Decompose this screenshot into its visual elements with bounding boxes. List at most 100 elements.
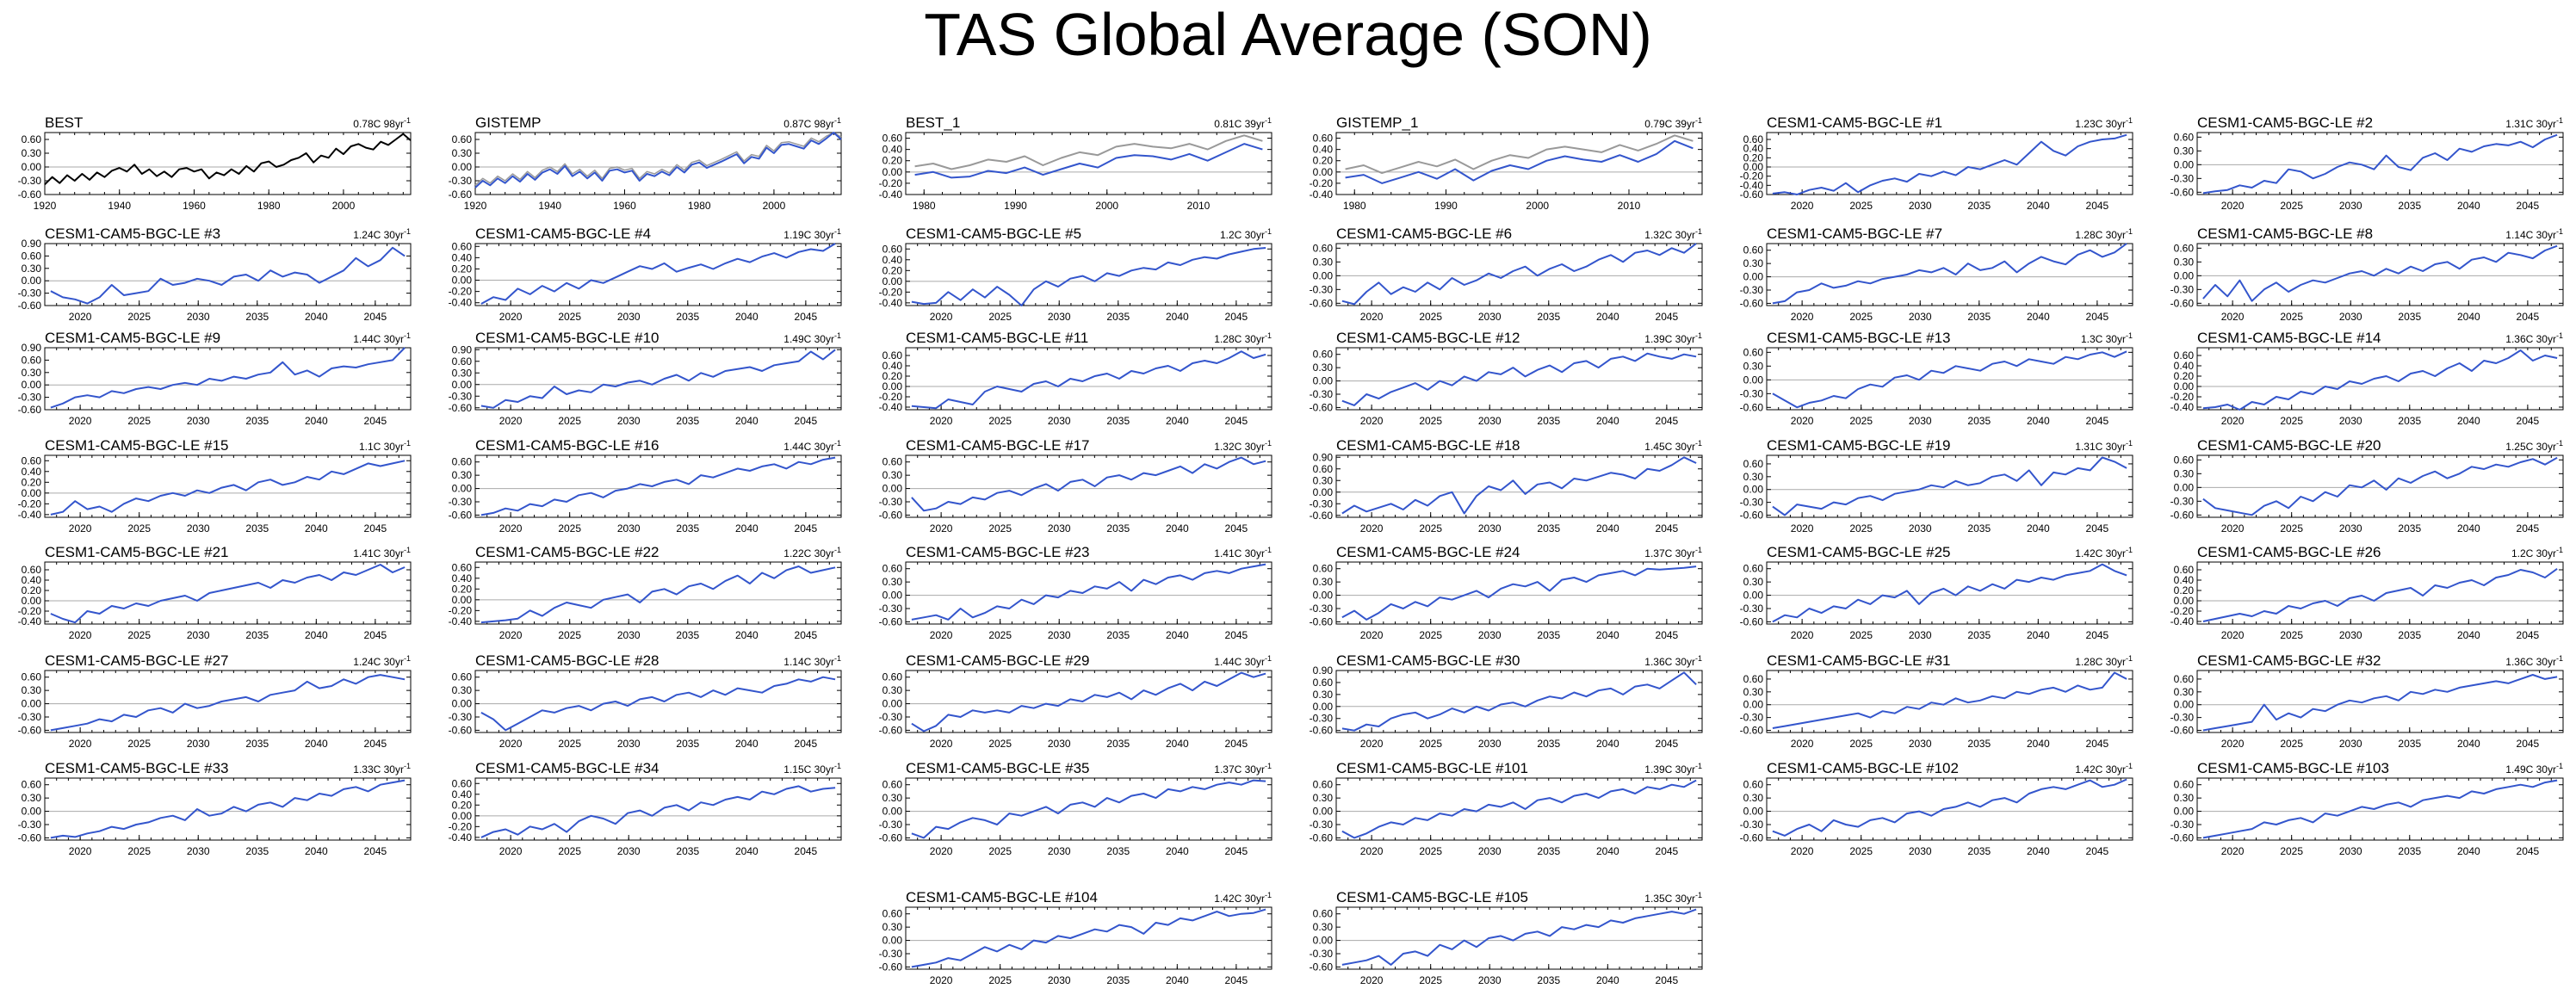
- panel-31: CESM1-CAM5-BGC-LE #27 1.24C 30yr-1 0.600.3…: [18, 652, 412, 750]
- y-tick-label: -0.60: [18, 404, 42, 416]
- panel-27: CESM1-CAM5-BGC-LE #23 1.41C 30yr-1 0.600.3…: [879, 544, 1273, 641]
- series-line: [911, 350, 1266, 410]
- y-tick-label: -0.30: [2170, 172, 2195, 184]
- y-tick-label: 0.60: [1743, 346, 1764, 358]
- x-tick-label: 2020: [1360, 974, 1384, 986]
- series-line: [1772, 243, 2127, 305]
- trend-label: 1.37C 30yr-1: [1644, 546, 1702, 559]
- x-tick-label: 2030: [1048, 845, 1071, 857]
- panel-33: CESM1-CAM5-BGC-LE #29 1.44C 30yr-1 0.600.3…: [879, 652, 1273, 750]
- x-tick-label: 1980: [257, 200, 281, 212]
- x-tick-label: 2035: [2398, 200, 2421, 212]
- panel-title: CESM1-CAM5-BGC-LE #12: [1336, 330, 1520, 346]
- panel-title: CESM1-CAM5-BGC-LE #1: [1767, 114, 1942, 131]
- y-tick-label: -0.20: [879, 391, 903, 403]
- panel-title: CESM1-CAM5-BGC-LE #28: [475, 652, 659, 669]
- x-tick-label: 2025: [1849, 629, 1873, 641]
- y-tick-label: -0.30: [449, 496, 473, 508]
- trend-label: 1.42C 30yr-1: [1214, 891, 1272, 905]
- panel-title: CESM1-CAM5-BGC-LE #29: [906, 652, 1090, 669]
- y-tick-label: 0.00: [1313, 375, 1334, 387]
- x-tick-label: 2025: [1849, 738, 1873, 750]
- y-tick-label: -0.20: [18, 498, 42, 510]
- x-tick-label: 2030: [187, 629, 210, 641]
- x-tick-label: 2030: [1048, 629, 1071, 641]
- panel-title: CESM1-CAM5-BGC-LE #35: [906, 760, 1090, 776]
- panel-3: BEST_1 0.81C 39yr-1 0.600.400.200.00-0.20-…: [879, 114, 1273, 212]
- trend-label: 1.2C 30yr-1: [2511, 546, 2563, 559]
- x-tick-label: 2025: [1419, 415, 1442, 427]
- x-tick-label: 2030: [2339, 522, 2362, 535]
- y-tick-label: 0.00: [1313, 486, 1334, 498]
- reference-series-line: [474, 132, 842, 186]
- y-tick-label: 0.90: [1313, 664, 1334, 677]
- x-tick-label: 2035: [2398, 738, 2421, 750]
- panel-14: CESM1-CAM5-BGC-LE #10 1.49C 30yr-1 0.900.6…: [449, 330, 842, 427]
- y-tick-label: -0.60: [449, 724, 473, 736]
- y-tick-label: 0.60: [452, 561, 473, 573]
- x-tick-label: 2035: [1967, 200, 1991, 212]
- x-tick-label: 2030: [1478, 974, 1502, 986]
- y-tick-label: 0.60: [22, 454, 42, 467]
- x-tick-label: 2040: [1596, 845, 1619, 857]
- trend-label: 1.44C 30yr-1: [1214, 654, 1272, 668]
- trend-label: 1.44C 30yr-1: [353, 331, 411, 345]
- x-tick-label: 2040: [2027, 738, 2050, 750]
- plot-frame: [474, 243, 842, 306]
- trend-label: 1.41C 30yr-1: [353, 546, 411, 559]
- y-tick-label: -0.30: [1310, 498, 1334, 510]
- y-tick-label: 0.60: [882, 349, 903, 362]
- x-tick-label: 2030: [1909, 415, 1932, 427]
- x-tick-label: 2045: [364, 738, 387, 750]
- x-tick-label: 2020: [2221, 311, 2245, 323]
- y-tick-label: 0.00: [882, 698, 903, 710]
- y-tick-label: 0.30: [882, 684, 903, 696]
- series-line: [911, 779, 1266, 839]
- y-tick-label: -0.40: [449, 831, 473, 844]
- y-tick-label: -0.30: [449, 711, 473, 723]
- y-tick-label: 0.60: [1313, 563, 1334, 575]
- x-tick-label: 2045: [1225, 738, 1248, 750]
- x-tick-label: 2025: [1419, 738, 1442, 750]
- y-tick-label: -0.60: [449, 509, 473, 521]
- panel-8: CESM1-CAM5-BGC-LE #4 1.19C 30yr-1 0.600.40…: [449, 226, 842, 323]
- y-tick-label: 0.60: [1313, 463, 1334, 475]
- plot-frame: [1335, 777, 1703, 841]
- x-tick-label: 2030: [617, 415, 641, 427]
- plot-frame: [44, 561, 412, 625]
- series-line: [50, 564, 406, 624]
- x-tick-label: 2020: [1791, 311, 1814, 323]
- y-tick-label: 0.20: [452, 583, 473, 595]
- panel-22: CESM1-CAM5-BGC-LE #18 1.45C 30yr-1 0.900.6…: [1310, 437, 1703, 535]
- panel-title: BEST_1: [906, 114, 960, 131]
- y-tick-label: -0.30: [879, 819, 903, 831]
- x-tick-label: 2020: [69, 522, 92, 535]
- y-tick-label: 0.30: [22, 684, 42, 696]
- y-tick-label: 0.30: [22, 792, 42, 804]
- y-tick-label: 0.30: [2174, 792, 2195, 804]
- panel-6: CESM1-CAM5-BGC-LE #2 1.31C 30yr-1 0.60 0.30…: [2170, 114, 2564, 212]
- y-tick-label: 0.20: [452, 799, 473, 811]
- x-tick-label: 2020: [2221, 738, 2245, 750]
- series-line: [480, 243, 836, 305]
- panel-21: CESM1-CAM5-BGC-LE #17 1.32C 30yr-1 0.600.3…: [879, 437, 1273, 535]
- y-tick-label: 0.30: [1743, 257, 1764, 269]
- x-tick-label: 2040: [2027, 311, 2050, 323]
- y-tick-label: -0.30: [18, 392, 42, 404]
- x-tick-label: 2025: [2280, 738, 2303, 750]
- y-tick-label: 0.60: [1743, 673, 1764, 685]
- x-tick-label: 2020: [499, 738, 523, 750]
- series-line: [480, 785, 836, 838]
- panel-title: CESM1-CAM5-BGC-LE #4: [475, 226, 651, 242]
- y-tick-label: -0.30: [1740, 712, 1764, 724]
- x-tick-label: 2045: [2086, 200, 2109, 212]
- x-tick-label: 2040: [305, 629, 328, 641]
- y-tick-label: 0.60: [2174, 454, 2195, 466]
- panel-38: CESM1-CAM5-BGC-LE #34 1.15C 30yr-1 0.600.4…: [449, 760, 842, 857]
- x-tick-label: 2025: [1849, 200, 1873, 212]
- trend-label: 1.42C 30yr-1: [2075, 546, 2133, 559]
- y-tick-label: 0.00: [22, 161, 42, 173]
- y-tick-label: 0.00: [882, 935, 903, 947]
- plot-frame: [44, 243, 412, 306]
- series-line: [44, 133, 412, 186]
